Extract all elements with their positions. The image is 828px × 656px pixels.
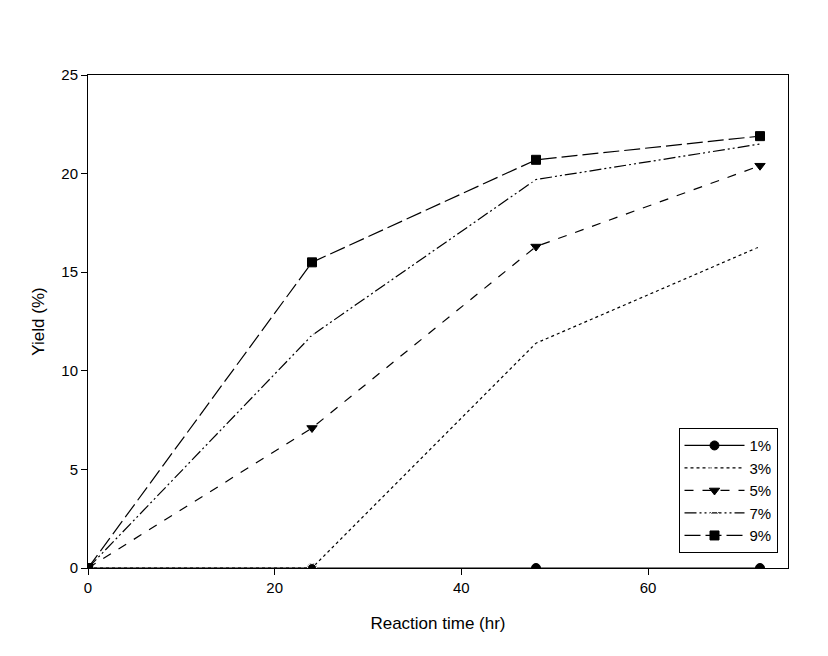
svg-text:Yield (%): Yield (%)	[29, 287, 48, 355]
svg-text:60: 60	[640, 579, 657, 596]
svg-text:3%: 3%	[750, 460, 772, 477]
svg-text:20: 20	[266, 579, 283, 596]
svg-text:0: 0	[84, 579, 92, 596]
svg-text:7%: 7%	[750, 505, 772, 522]
svg-text:20: 20	[61, 165, 78, 182]
svg-text:5: 5	[70, 461, 78, 478]
svg-text:9%: 9%	[750, 527, 772, 544]
svg-text:25: 25	[61, 66, 78, 83]
svg-text:0: 0	[70, 559, 78, 576]
svg-text:Reaction time (hr): Reaction time (hr)	[370, 614, 505, 633]
svg-text:1%: 1%	[750, 437, 772, 454]
svg-text:5%: 5%	[750, 482, 772, 499]
svg-text:10: 10	[61, 362, 78, 379]
svg-text:15: 15	[61, 263, 78, 280]
svg-text:40: 40	[453, 579, 470, 596]
